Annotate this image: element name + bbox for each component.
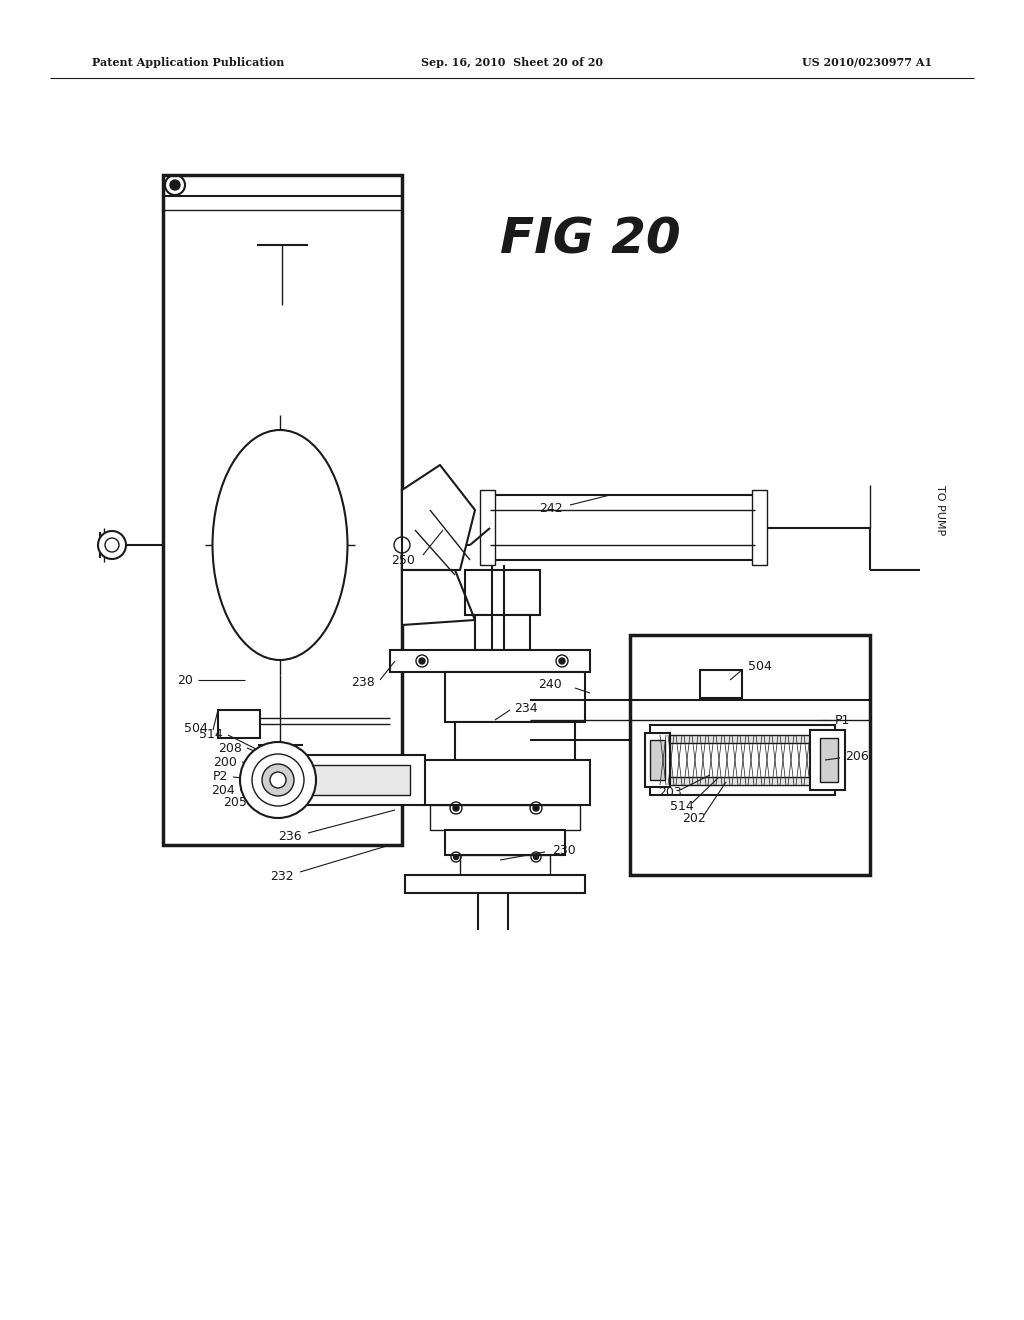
Bar bbox=[752, 490, 767, 565]
Bar bbox=[650, 725, 835, 795]
Bar bbox=[406, 875, 585, 894]
Bar bbox=[445, 672, 585, 722]
Circle shape bbox=[262, 764, 294, 796]
Bar bbox=[645, 733, 670, 787]
Text: 250: 250 bbox=[391, 553, 415, 566]
Polygon shape bbox=[402, 570, 475, 624]
Text: Patent Application Publication: Patent Application Publication bbox=[92, 57, 285, 67]
Bar bbox=[650, 741, 665, 780]
Circle shape bbox=[240, 742, 316, 818]
Text: 514: 514 bbox=[671, 800, 694, 813]
Bar bbox=[475, 615, 530, 649]
Text: 514: 514 bbox=[200, 729, 223, 742]
Text: 242: 242 bbox=[540, 502, 563, 515]
Bar bbox=[670, 743, 810, 777]
Bar bbox=[445, 830, 565, 855]
Text: P1: P1 bbox=[835, 714, 850, 726]
Bar bbox=[700, 671, 742, 698]
Bar bbox=[420, 760, 590, 805]
Text: 206: 206 bbox=[845, 751, 868, 763]
Text: 204: 204 bbox=[211, 784, 234, 796]
Circle shape bbox=[270, 772, 286, 788]
Text: P2: P2 bbox=[213, 771, 228, 784]
Bar bbox=[455, 722, 575, 772]
Text: 232: 232 bbox=[270, 870, 294, 883]
Text: 230: 230 bbox=[552, 843, 575, 857]
Circle shape bbox=[98, 531, 126, 558]
Circle shape bbox=[559, 657, 565, 664]
Bar bbox=[820, 738, 838, 781]
Text: TO PUMP: TO PUMP bbox=[935, 484, 945, 535]
Text: 504: 504 bbox=[748, 660, 772, 673]
Circle shape bbox=[252, 754, 304, 807]
Circle shape bbox=[534, 854, 539, 859]
Text: 20: 20 bbox=[177, 673, 193, 686]
Circle shape bbox=[454, 854, 459, 859]
Text: 203: 203 bbox=[658, 787, 682, 800]
Bar bbox=[460, 855, 550, 875]
Text: 238: 238 bbox=[351, 676, 375, 689]
Circle shape bbox=[534, 805, 539, 810]
Text: 504: 504 bbox=[184, 722, 208, 734]
Text: 234: 234 bbox=[514, 701, 538, 714]
Bar bbox=[490, 495, 755, 560]
Text: 205: 205 bbox=[223, 796, 247, 809]
Text: 208: 208 bbox=[218, 742, 242, 755]
Bar bbox=[218, 710, 260, 738]
Bar bbox=[480, 490, 495, 565]
Bar bbox=[390, 649, 590, 672]
Bar bbox=[430, 805, 580, 830]
Circle shape bbox=[170, 180, 180, 190]
Bar bbox=[290, 766, 410, 795]
Bar bbox=[163, 176, 402, 845]
Bar bbox=[630, 635, 870, 875]
Text: FIG 20: FIG 20 bbox=[500, 216, 680, 264]
Bar bbox=[810, 730, 845, 789]
Polygon shape bbox=[402, 465, 475, 570]
Text: US 2010/0230977 A1: US 2010/0230977 A1 bbox=[802, 57, 932, 67]
Circle shape bbox=[394, 537, 410, 553]
Text: Sep. 16, 2010  Sheet 20 of 20: Sep. 16, 2010 Sheet 20 of 20 bbox=[421, 57, 603, 67]
Bar bbox=[465, 570, 540, 615]
Text: 200: 200 bbox=[213, 755, 237, 768]
Bar bbox=[660, 735, 820, 785]
Bar bbox=[280, 755, 425, 805]
Ellipse shape bbox=[213, 430, 347, 660]
Circle shape bbox=[453, 805, 459, 810]
Text: 240: 240 bbox=[539, 678, 562, 692]
Text: 202: 202 bbox=[682, 812, 706, 825]
Circle shape bbox=[419, 657, 425, 664]
Text: 236: 236 bbox=[279, 829, 302, 842]
